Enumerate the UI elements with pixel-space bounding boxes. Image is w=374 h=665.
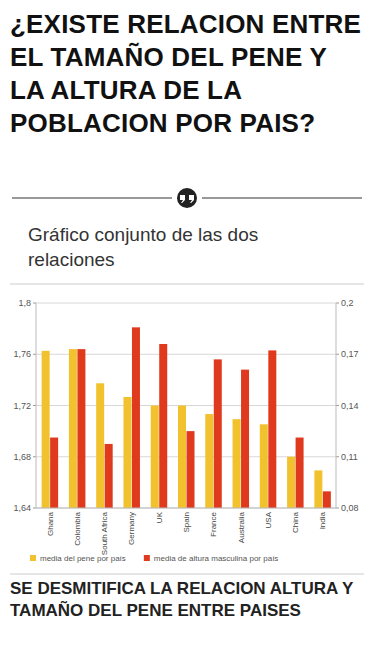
bar [151,406,159,509]
divider [0,186,374,210]
separator [10,284,364,285]
y-tick [33,456,36,457]
y-tick-label: 1,8 [18,298,31,308]
x-tick-label: South Africa [100,511,109,555]
grid-line [36,456,336,457]
bar [287,457,295,508]
y-tick [33,405,36,406]
chart: 1,64 1,68 1,72 1,76 1,8 0,08 0,11 0,14 0,17 0,2 Gh… [0,0,374,665]
quote-icon [177,188,197,208]
y-tick [33,303,36,304]
bar [187,431,195,508]
divider-line [12,198,172,199]
bar [132,327,140,508]
x-tick-label: India [318,511,327,529]
bar [159,344,167,508]
y-tick-label: 1,72 [13,401,31,411]
grid-line [36,508,336,509]
bar [214,359,222,508]
y2-tick [336,303,339,304]
grid-line [36,405,336,406]
y2-tick [336,508,339,509]
bar [123,397,131,508]
separator [10,574,364,575]
quote-glyph [180,195,194,203]
x-tick-label: UK [155,511,164,523]
x-tick-label: Colombia [73,511,82,545]
y2-tick [336,456,339,457]
y2-tick-label: 0,17 [341,349,359,359]
bar [241,370,249,508]
grid-line [36,354,336,355]
y2-tick-label: 0,14 [341,401,359,411]
y2-tick [336,354,339,355]
bar [314,470,322,508]
bar [323,491,331,508]
legend-label: media del pene por país [40,554,126,563]
bar [296,438,304,508]
x-tick-label: Germany [127,512,136,545]
bar [178,406,186,509]
x-tick-label: France [209,511,218,536]
y2-tick [336,405,339,406]
y-tick-label: 1,68 [13,452,31,462]
legend-swatch [30,555,36,561]
y-tick [33,508,36,509]
grid-line [36,303,336,304]
bar [69,349,77,508]
y2-axis [336,303,337,508]
y2-tick-label: 0,2 [341,298,354,308]
y-tick-label: 1,76 [13,349,31,359]
bar [96,383,104,508]
footer-note: SE DESMITIFICA LA RELACION ALTURA Y TAMA… [10,578,366,622]
x-tick-label: Spain [182,512,191,532]
x-axis [36,508,336,509]
legend-label: media de altura masculina por país [154,554,279,563]
bar [50,438,58,508]
y2-tick-label: 0,08 [341,503,359,513]
bar [77,349,85,508]
y-axis [36,303,37,508]
bar [260,424,268,508]
y-tick [33,354,36,355]
x-tick-label: China [291,511,300,532]
y-tick-label: 1,64 [13,503,31,513]
x-tick-label: Ghana [46,511,55,536]
legend-swatch [144,555,150,561]
bar [233,419,241,508]
x-tick-label: Australia [237,511,246,543]
x-tick-label: USA [264,511,273,528]
chart-title: Gráfico conjunto de las dos relaciones [28,222,328,272]
bars [42,327,331,508]
y2-tick-label: 0,11 [341,452,358,462]
bar [42,351,50,508]
divider-line [202,198,362,199]
headline: ¿EXISTE RELACION ENTRE EL TAMAÑO DEL PEN… [10,8,366,140]
bar [205,414,213,508]
bar [105,444,113,508]
bar [268,350,276,508]
